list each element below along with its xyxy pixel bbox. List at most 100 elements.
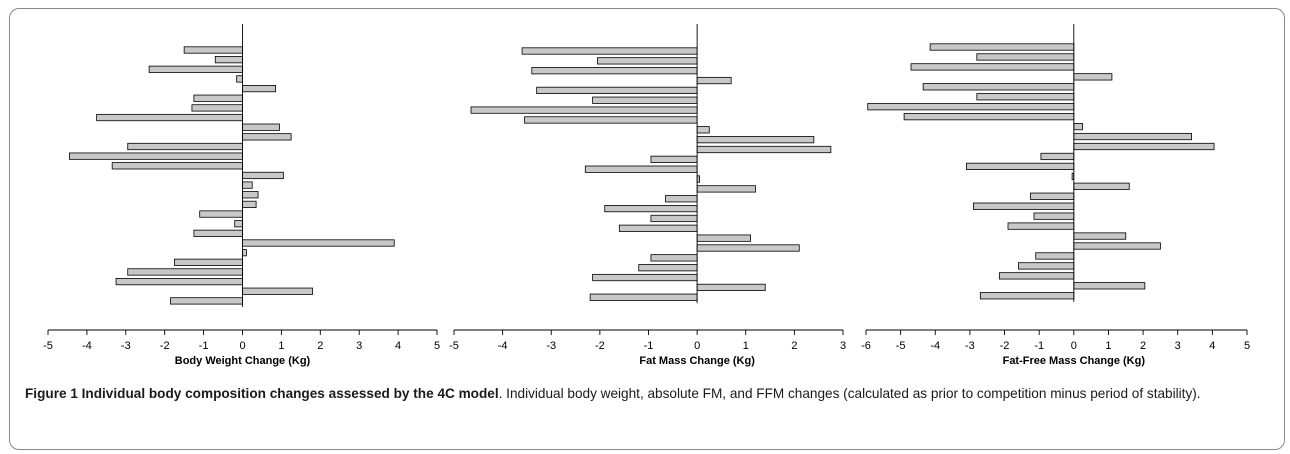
chart2-tick-label: -3 <box>546 340 556 352</box>
chart2-bar-13 <box>584 165 698 173</box>
chart1-tick-label: 5 <box>434 340 440 352</box>
chart3-bar-10 <box>1073 132 1192 141</box>
chart1-bar-26 <box>242 287 313 295</box>
chart1-bar-27 <box>170 297 243 305</box>
figure-frame <box>9 8 1285 450</box>
chart3-bar-6 <box>976 93 1075 101</box>
chart2-tick-label: 1 <box>743 340 749 352</box>
chart1-bar-22 <box>242 249 247 257</box>
chart1-tick-label: -1 <box>199 340 209 352</box>
chart3-tick-label: -2 <box>1000 340 1010 352</box>
chart2-bar-3 <box>531 67 698 75</box>
chart3-bar-18 <box>1033 212 1075 220</box>
chart2-bar-9 <box>696 126 710 134</box>
chart2-bar-18 <box>650 214 698 223</box>
chart1-bar-6 <box>193 94 243 102</box>
chart2-x-label: Fat Mass Change (Kg) <box>639 355 755 367</box>
chart2-bar-20 <box>696 234 752 242</box>
chart1-bar-9 <box>242 123 280 131</box>
chart3-bar-16 <box>1030 192 1075 200</box>
chart3-tick-label: 5 <box>1244 340 1250 352</box>
chart1-bar-10 <box>242 133 292 141</box>
chart1-bar-24 <box>127 268 243 276</box>
chart3-bar-22 <box>1035 252 1075 260</box>
chart2-tick-label: 2 <box>791 340 797 352</box>
chart1-tick-label: -2 <box>160 340 170 352</box>
chart2-tick-label: 0 <box>694 340 700 352</box>
chart2-bar-19 <box>618 224 698 232</box>
caption-text: . Individual body weight, absolute FM, a… <box>498 386 1201 401</box>
chart1-bar-1 <box>183 46 243 54</box>
chart3-tick-label: 4 <box>1209 340 1215 352</box>
chart2-tick-label: 3 <box>840 340 846 352</box>
chart2-bar-12 <box>650 155 698 163</box>
chart2-tick-label: -1 <box>644 340 654 352</box>
chart3-bar-25 <box>1073 282 1146 290</box>
chart3-tick-label: 2 <box>1140 340 1146 352</box>
chart2-bar-26 <box>589 293 698 301</box>
chart3-bar-20 <box>1073 232 1127 240</box>
chart3-bar-15 <box>1073 182 1130 190</box>
chart2-bar-1 <box>521 47 698 55</box>
chart1-x-label: Body Weight Change (Kg) <box>175 355 311 367</box>
chart3-bar-5 <box>922 83 1075 91</box>
chart3-bar-13 <box>966 162 1075 170</box>
chart1-bar-11 <box>127 142 243 151</box>
chart2-bar-25 <box>696 283 766 292</box>
chart2-bar-21 <box>696 244 800 252</box>
chart1-tick-label: 2 <box>317 340 323 352</box>
chart1-bar-7 <box>191 104 243 112</box>
chart1-tick-label: 1 <box>278 340 284 352</box>
chart3-tick-label: -1 <box>1034 340 1044 352</box>
chart1-bar-16 <box>242 191 259 199</box>
chart3-bar-3 <box>910 63 1075 71</box>
chart1-tick-label: 4 <box>395 340 401 352</box>
chart3-tick-label: -3 <box>965 340 975 352</box>
chart3-tick-label: -4 <box>930 340 940 352</box>
chart3-bar-26 <box>979 292 1075 300</box>
chart1-bar-23 <box>174 258 243 266</box>
chart3-bar-8 <box>903 113 1075 121</box>
chart1-bar-4 <box>236 75 243 83</box>
chart2-bar-4 <box>696 76 732 85</box>
chart3-tick-label: -5 <box>896 340 906 352</box>
chart1-bar-15 <box>242 181 253 189</box>
chart2-bar-6 <box>592 96 698 104</box>
chart2-bar-17 <box>604 204 698 213</box>
chart2-bar-15 <box>696 185 756 193</box>
chart1-bar-25 <box>115 277 243 286</box>
chart3-bar-4 <box>1073 73 1113 81</box>
chart3-bar-23 <box>1018 262 1075 270</box>
chart2-bar-10 <box>696 136 815 144</box>
chart2-bar-7 <box>470 106 698 114</box>
chart1-bar-2 <box>214 56 243 64</box>
chart2-tick-label: -5 <box>449 340 459 352</box>
chart2-tick-label: -4 <box>498 340 508 352</box>
chart1-tick-label: -4 <box>82 340 92 352</box>
chart2-bar-16 <box>665 195 698 203</box>
chart2-bar-2 <box>597 57 698 65</box>
chart3-bar-12 <box>1040 152 1075 161</box>
chart3-tick-label: 3 <box>1175 340 1181 352</box>
chart2-bar-11 <box>696 145 832 154</box>
chart3-bar-24 <box>998 272 1075 280</box>
chart3-bar-11 <box>1073 142 1215 151</box>
chart1-bar-8 <box>96 113 243 122</box>
chart3-bar-19 <box>1007 222 1075 230</box>
chart1-bar-19 <box>234 220 243 228</box>
chart2-tick-label: -2 <box>595 340 605 352</box>
chart3-bar-17 <box>972 202 1075 210</box>
chart1-bar-14 <box>242 171 284 180</box>
chart1-bar-5 <box>242 85 276 93</box>
chart1-bar-3 <box>148 65 243 73</box>
chart3-bar-21 <box>1073 242 1161 250</box>
caption-title: Figure 1 Individual body composition cha… <box>25 386 499 401</box>
chart3-bar-2 <box>976 53 1075 61</box>
chart1-bar-12 <box>68 152 243 160</box>
chart1-bar-17 <box>242 200 257 208</box>
chart3-bar-1 <box>929 43 1075 51</box>
chart2-bar-24 <box>592 273 698 282</box>
chart3-x-label: Fat-Free Mass Change (Kg) <box>1003 355 1146 367</box>
chart1-bar-18 <box>199 210 243 218</box>
